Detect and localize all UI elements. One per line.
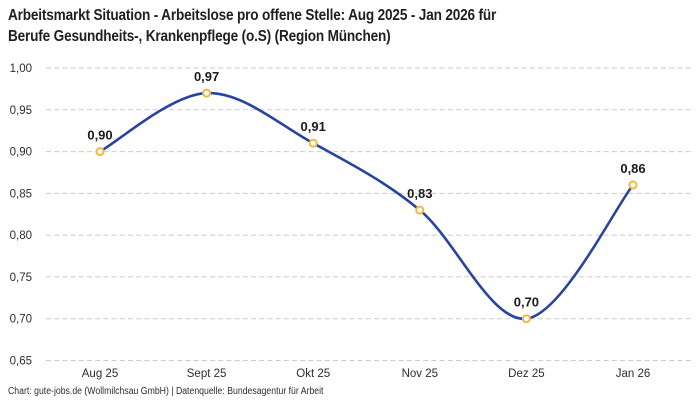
- gridlines: [46, 67, 691, 361]
- x-tick-label: Okt 25: [296, 368, 330, 380]
- y-axis-tick-labels: 0,65 0,70 0,75 0,80 0,85 0,90 0,95 1,00: [10, 63, 32, 368]
- x-tick-label: Sept 25: [187, 368, 227, 380]
- data-point-marker: [308, 138, 318, 148]
- data-point-marker: [628, 180, 638, 190]
- chart-credit: Chart: gute-jobs.de (Wollmilchsau GmbH) …: [8, 386, 324, 397]
- x-tick-label: Jan 26: [616, 368, 651, 380]
- data-point-label: 0,91: [301, 119, 326, 134]
- data-point-label: 0,97: [194, 69, 219, 84]
- data-point-labels: 0,90 0,97 0,91 0,83 0,70 0,86: [87, 69, 645, 310]
- chart-title-line1: Arbeitsmarkt Situation - Arbeitslose pro…: [8, 7, 497, 24]
- y-tick-label: 0,90: [10, 147, 32, 159]
- data-point-marker: [95, 147, 105, 157]
- y-tick-label: 0,70: [10, 314, 32, 326]
- data-point-label: 0,83: [407, 186, 432, 201]
- y-tick-label: 0,80: [10, 230, 32, 242]
- data-point-marker: [415, 205, 425, 215]
- data-point-markers: [95, 88, 638, 324]
- y-tick-label: 0,75: [10, 272, 32, 284]
- y-tick-label: 0,95: [10, 105, 32, 117]
- data-point-label: 0,86: [620, 161, 645, 176]
- data-point-label: 0,90: [87, 128, 112, 143]
- y-tick-label: 1,00: [10, 63, 32, 75]
- y-tick-label: 0,65: [10, 356, 32, 368]
- chart-title-line2: Berufe Gesundheits-, Krankenpflege (o.S)…: [8, 28, 391, 45]
- data-point-label: 0,70: [514, 295, 539, 310]
- chart-title: Arbeitsmarkt Situation - Arbeitslose pro…: [8, 5, 496, 47]
- y-tick-label: 0,85: [10, 188, 32, 200]
- data-point-marker: [202, 88, 212, 98]
- x-axis-tick-labels: Aug 25 Sept 25 Okt 25 Nov 25 Dez 25 Jan 26: [82, 368, 650, 380]
- x-tick-label: Dez 25: [508, 368, 544, 380]
- x-tick-label: Nov 25: [402, 368, 438, 380]
- series-line: [98, 91, 635, 321]
- data-point-marker: [521, 314, 531, 324]
- x-tick-label: Aug 25: [82, 368, 118, 380]
